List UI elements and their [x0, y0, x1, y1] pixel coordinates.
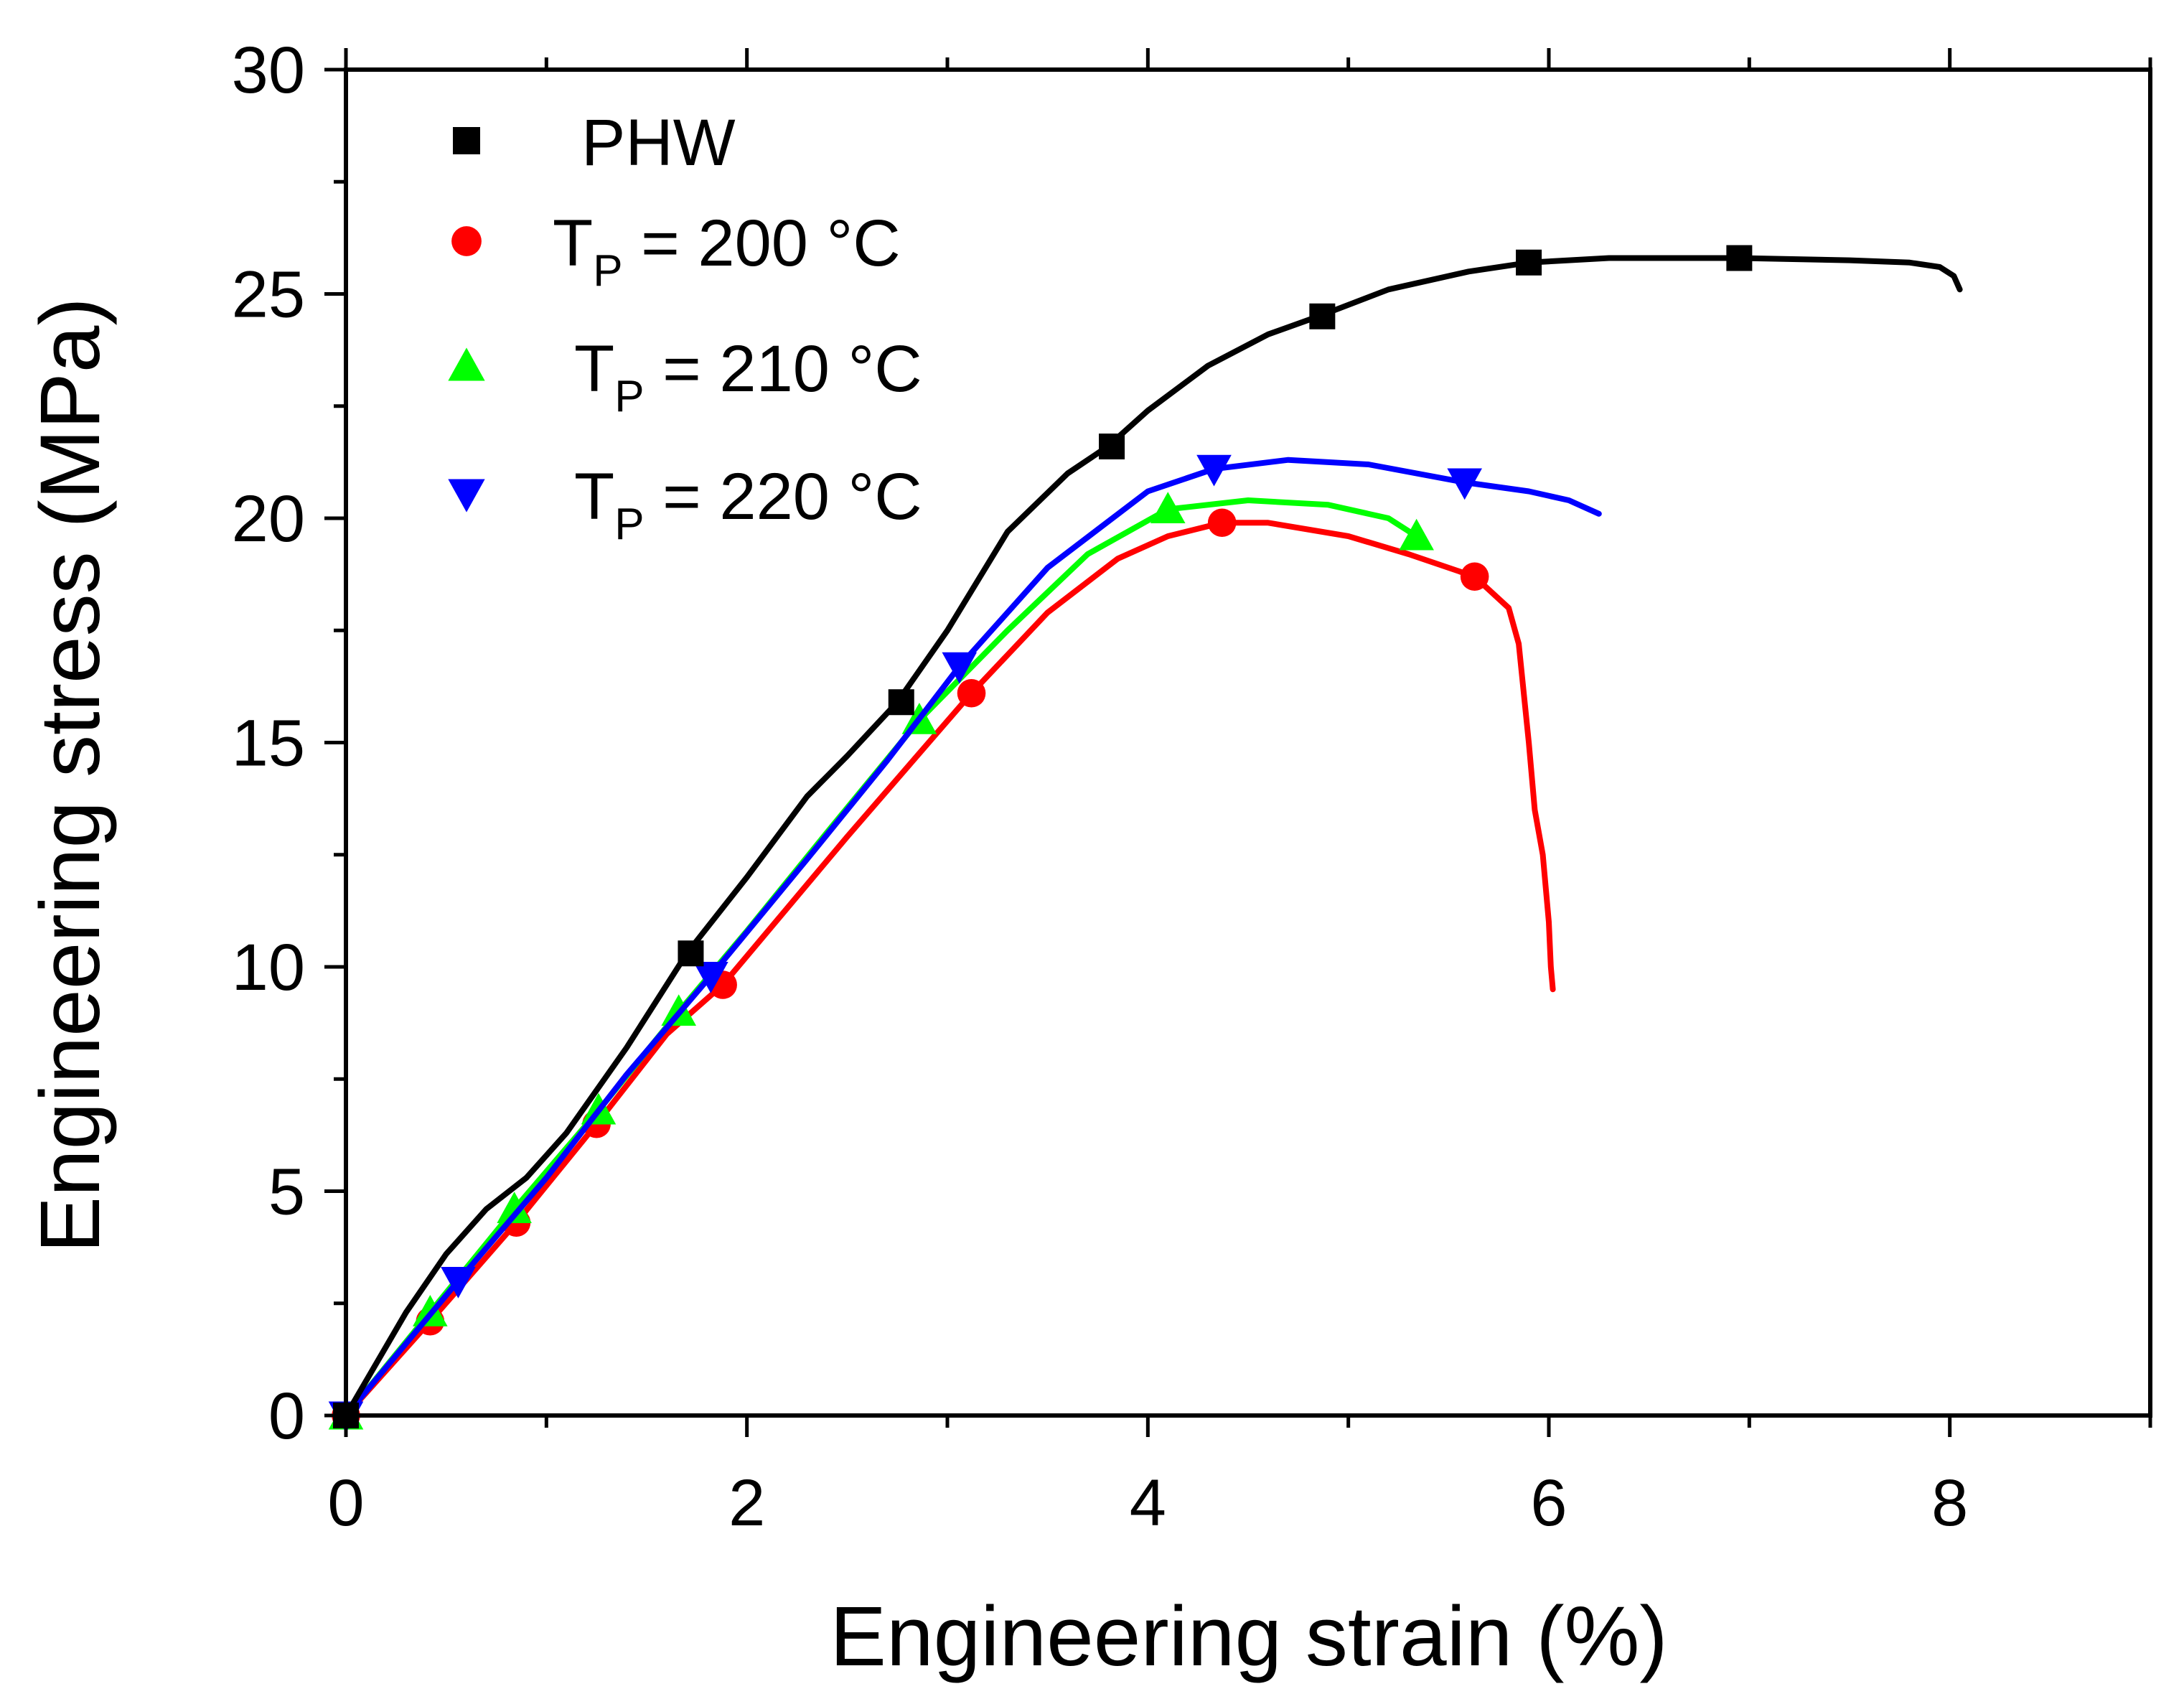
x-tick-label-0: 0: [327, 1466, 364, 1540]
legend-tp200-rest: = 200 °C: [623, 207, 901, 280]
y-tick-label-10: 10: [232, 931, 305, 1004]
tick-labels: 0 2 4 6 8 0 5 10 15 20 25 30: [232, 34, 1969, 1540]
legend-label-phw: PHW: [581, 106, 736, 179]
legend-marker-0: [453, 127, 480, 154]
y-tick-label-20: 20: [232, 482, 305, 556]
legend-tp220-sub: P: [614, 500, 644, 549]
data-point-0-6: [1726, 245, 1753, 271]
x-tick-label-6: 6: [1530, 1466, 1567, 1540]
y-tick-label-25: 25: [232, 258, 305, 332]
legend-markers: [448, 127, 485, 513]
legend-tp220-main: T: [574, 460, 614, 533]
data-point-1-7: [1460, 562, 1489, 591]
x-tick-label-8: 8: [1931, 1466, 1968, 1540]
data-point-0-1: [678, 940, 704, 967]
data-point-0-3: [1099, 434, 1125, 459]
x-axis-title: Engineering strain (%): [830, 1589, 1667, 1684]
y-tick-label-30: 30: [232, 34, 305, 107]
data-point-2-6: [1150, 492, 1186, 523]
x-tick-label-2: 2: [728, 1466, 765, 1540]
legend-marker-3: [448, 479, 485, 513]
series-line-3: [343, 457, 1602, 1418]
y-tick-label-15: 15: [232, 707, 305, 780]
legend-tp210-rest: = 210 °C: [645, 332, 922, 406]
data-point-3-4: [1196, 454, 1232, 487]
y-tick-label-5: 5: [268, 1156, 305, 1229]
legend-tp200-sub: P: [593, 246, 622, 296]
legend-label-tp210: TP = 210 °C: [574, 332, 922, 421]
data-point-0-5: [1516, 249, 1542, 276]
data-point-2-2: [497, 1192, 532, 1223]
data-point-3-1: [441, 1267, 476, 1298]
legend-tp200-main: T: [553, 207, 593, 280]
data-point-3-5: [1447, 468, 1482, 500]
series-line-0: [343, 255, 1963, 1418]
data-point-0-4: [1309, 303, 1336, 329]
legend-marker-2: [448, 347, 485, 381]
data-point-1-5: [957, 678, 986, 708]
legend-label-tp200: TP = 200 °C: [553, 207, 901, 296]
data-point-3-2: [693, 962, 728, 993]
data-point-1-6: [1207, 508, 1237, 538]
y-tick-label-0: 0: [268, 1380, 305, 1453]
legend-label-tp220: TP = 220 °C: [574, 460, 922, 549]
legend-tp210-main: T: [574, 332, 614, 406]
y-axis-title: Engineering stress (MPa): [23, 297, 118, 1253]
axes-layer: [324, 48, 2152, 1437]
data-point-3-3: [942, 652, 978, 684]
series-0: [333, 245, 1963, 1428]
legend: PHW TP = 200 °C TP = 210 °C TP = 220 °C: [448, 106, 922, 549]
series-line-1: [343, 520, 1556, 1418]
legend-marker-1: [451, 226, 482, 256]
data-point-2-7: [1399, 518, 1434, 551]
x-tick-label-4: 4: [1130, 1466, 1166, 1540]
legend-tp210-sub: P: [614, 372, 644, 421]
series-layer: [328, 245, 1963, 1433]
legend-tp220-rest: = 220 °C: [645, 460, 922, 533]
data-point-0-2: [888, 689, 914, 716]
